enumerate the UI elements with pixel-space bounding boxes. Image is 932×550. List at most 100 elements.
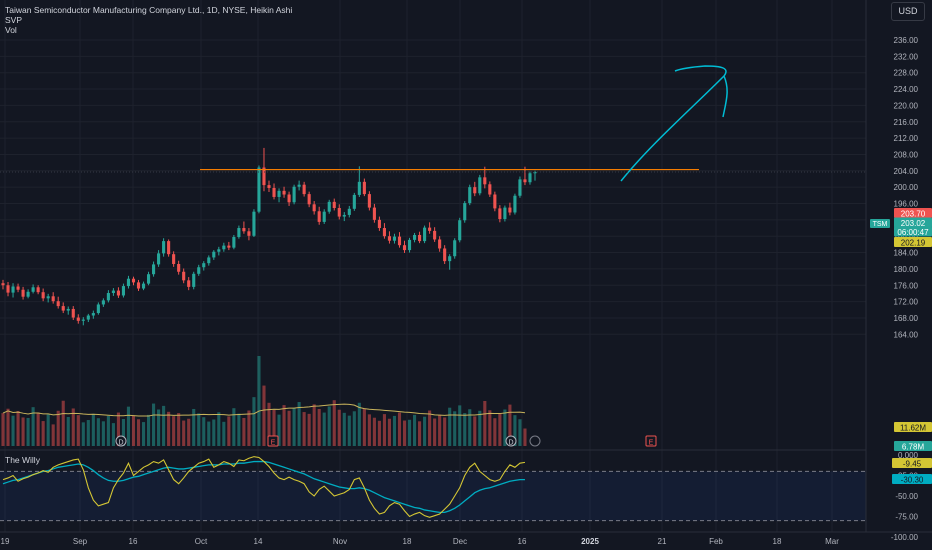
candle-body [478, 177, 482, 194]
candle-body [162, 241, 166, 254]
volume-bar [232, 408, 236, 446]
label-bg [894, 441, 932, 451]
volume-bar [51, 424, 55, 446]
candle-body [392, 236, 397, 241]
volume-indicator-label[interactable]: Vol [5, 25, 17, 35]
symbol-title[interactable]: Taiwan Semiconductor Manufacturing Compa… [5, 5, 293, 15]
candle-body [197, 267, 201, 274]
candle-body [182, 271, 186, 281]
volume-bar [11, 415, 15, 446]
willy-oscillator-pane[interactable] [0, 449, 866, 522]
candle-body [367, 194, 371, 208]
volume-bar [237, 413, 241, 446]
candle-body [468, 187, 472, 204]
volume-bar [227, 416, 231, 446]
candle-body [172, 254, 176, 264]
candle-body [167, 241, 171, 255]
candle-body [26, 291, 30, 297]
volume-bar [433, 418, 437, 446]
label-text: 203.70 [901, 210, 926, 219]
candle-body [302, 184, 306, 195]
volume-bar [212, 419, 216, 446]
candle-body [136, 282, 141, 289]
candle-body [222, 245, 226, 250]
currency-button[interactable]: USD [891, 2, 925, 21]
candle-body [473, 187, 477, 194]
label-text: 202.19 [901, 239, 926, 248]
candle-body [66, 308, 70, 311]
svp-indicator-label[interactable]: SVP [5, 15, 23, 25]
label-text: 6.78M [902, 443, 925, 452]
volume-bar [412, 414, 417, 446]
time-tick-label: Feb [709, 537, 723, 546]
volume-bar [377, 420, 381, 446]
volume-bar [6, 408, 10, 446]
time-tick-label: Dec [453, 537, 467, 546]
candle-body [382, 228, 386, 237]
volume-bar [407, 419, 412, 446]
candle-body [528, 173, 532, 183]
volume-bar [272, 410, 276, 446]
volume-bar [21, 417, 25, 446]
volume-bar [106, 415, 110, 446]
candle-body [297, 184, 301, 187]
volume-bar [493, 418, 497, 446]
price-tick-label: 168.00 [894, 314, 919, 323]
price-tick-label: 176.00 [894, 281, 919, 290]
candle-body [523, 179, 527, 183]
volume-bar [131, 415, 136, 446]
volume-bar [317, 408, 321, 446]
time-tick-label: Oct [195, 537, 208, 546]
volume-bar [362, 408, 366, 446]
candle-body [116, 290, 120, 296]
price-tick-label: 172.00 [894, 298, 919, 307]
candle-body [76, 317, 80, 321]
volume-bar [66, 416, 70, 446]
marker-shape [645, 435, 657, 447]
volume-bar [277, 414, 281, 446]
candle-body [237, 228, 241, 238]
volume-bar [187, 418, 191, 446]
candle-body [347, 208, 351, 215]
volume-bar [292, 407, 296, 446]
volume-bar [247, 410, 251, 446]
volume-bar [297, 402, 301, 446]
candle-body [332, 201, 336, 208]
heikin-ashi-candles[interactable] [1, 147, 537, 326]
candle-body [402, 245, 407, 251]
volume-bar [453, 411, 457, 446]
volume-bar [458, 405, 462, 446]
candle-body [493, 194, 497, 209]
volume-ma-line [2, 403, 526, 417]
chart-legend: Taiwan Semiconductor Manufacturing Compa… [5, 5, 292, 35]
willy-indicator-title[interactable]: The Willy [5, 455, 40, 465]
candle-body [71, 308, 75, 318]
marker-letter: D [118, 440, 123, 447]
volume-bar [146, 414, 151, 446]
volume-bar [402, 420, 407, 446]
candle-body [207, 257, 211, 264]
volume-bar [202, 417, 206, 446]
candle-body [518, 179, 522, 196]
time-tick-label: 21 [658, 537, 667, 546]
price-tick-label: 204.00 [894, 167, 919, 176]
volume-bar [182, 420, 186, 446]
volume-bar [16, 411, 20, 446]
candle-body [232, 237, 236, 248]
willy-value-label: -9.45 [892, 458, 932, 469]
candle-body [407, 239, 412, 251]
volume-bar [302, 412, 306, 446]
candle-body [312, 204, 316, 212]
time-tick-label: 2025 [581, 537, 599, 546]
candle-body [1, 283, 5, 286]
volume-bar [488, 410, 492, 446]
candle-body [362, 181, 366, 195]
candle-body [423, 227, 427, 242]
volume-ma-label: 11.62M [894, 422, 932, 433]
volume-bar [252, 397, 256, 446]
volume-bar [167, 411, 171, 446]
candle-body [317, 211, 321, 222]
time-tick-label: 14 [254, 537, 263, 546]
